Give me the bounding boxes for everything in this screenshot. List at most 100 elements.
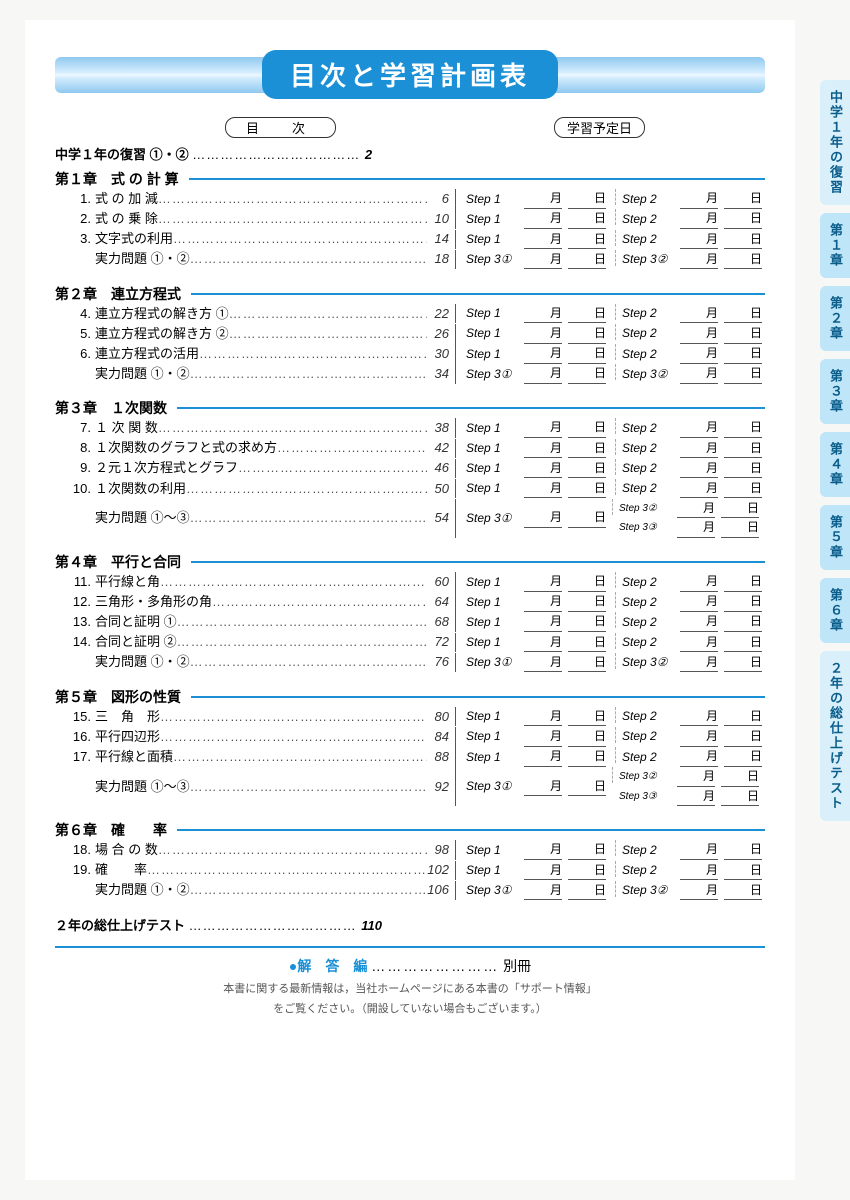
date-blank[interactable]: 月 [524,727,562,747]
date-blank[interactable]: 日 [568,418,606,438]
date-blank[interactable]: 月 [524,572,562,592]
side-tab[interactable]: 第１章 [820,213,850,278]
date-blank[interactable]: 日 [724,479,762,499]
date-blank[interactable]: 日 [724,633,762,653]
date-blank[interactable]: 月 [680,572,718,592]
date-blank[interactable]: 日 [568,209,606,229]
date-blank[interactable]: 月 [524,209,562,229]
date-blank[interactable]: 日 [568,592,606,612]
date-blank[interactable]: 月 [524,250,562,270]
date-blank[interactable]: 日 [724,324,762,344]
date-blank[interactable]: 日 [724,727,762,747]
date-blank[interactable]: 月 [680,747,718,767]
date-blank[interactable]: 月 [680,861,718,881]
date-blank[interactable]: 月 [677,767,715,787]
date-blank[interactable]: 日 [724,707,762,727]
date-blank[interactable]: 月 [680,653,718,673]
date-blank[interactable]: 日 [724,418,762,438]
side-tab[interactable]: 第３章 [820,359,850,424]
date-blank[interactable]: 日 [568,653,606,673]
date-blank[interactable]: 日 [724,344,762,364]
date-blank[interactable]: 月 [680,230,718,250]
date-blank[interactable]: 日 [721,787,759,807]
date-blank[interactable]: 月 [680,324,718,344]
date-blank[interactable]: 日 [568,459,606,479]
date-blank[interactable]: 日 [568,230,606,250]
date-blank[interactable]: 日 [724,840,762,860]
date-blank[interactable]: 日 [724,653,762,673]
date-blank[interactable]: 月 [680,840,718,860]
date-blank[interactable]: 月 [524,324,562,344]
date-blank[interactable]: 日 [568,747,606,767]
date-blank[interactable]: 日 [724,861,762,881]
date-blank[interactable]: 日 [724,572,762,592]
date-blank[interactable]: 月 [680,727,718,747]
date-blank[interactable]: 日 [568,250,606,270]
date-blank[interactable]: 月 [680,592,718,612]
date-blank[interactable]: 日 [724,612,762,632]
date-blank[interactable]: 月 [680,633,718,653]
date-blank[interactable]: 月 [524,633,562,653]
date-blank[interactable]: 日 [721,767,759,787]
date-blank[interactable]: 月 [680,189,718,209]
date-blank[interactable]: 日 [568,633,606,653]
date-blank[interactable]: 月 [680,364,718,384]
date-blank[interactable]: 月 [524,881,562,901]
date-blank[interactable]: 日 [568,304,606,324]
date-blank[interactable]: 日 [721,499,759,519]
date-blank[interactable]: 日 [568,439,606,459]
date-blank[interactable]: 月 [524,707,562,727]
date-blank[interactable]: 月 [680,418,718,438]
date-blank[interactable]: 日 [724,189,762,209]
date-blank[interactable]: 日 [724,364,762,384]
date-blank[interactable]: 月 [677,518,715,538]
date-blank[interactable]: 日 [724,459,762,479]
date-blank[interactable]: 日 [568,777,606,797]
date-blank[interactable]: 日 [568,840,606,860]
date-blank[interactable]: 月 [680,304,718,324]
date-blank[interactable]: 日 [568,344,606,364]
date-blank[interactable]: 日 [568,479,606,499]
date-blank[interactable]: 月 [524,459,562,479]
date-blank[interactable]: 日 [568,364,606,384]
date-blank[interactable]: 月 [524,439,562,459]
date-blank[interactable]: 月 [677,499,715,519]
date-blank[interactable]: 日 [568,612,606,632]
date-blank[interactable]: 日 [568,707,606,727]
date-blank[interactable]: 月 [680,344,718,364]
side-tab[interactable]: 第２章 [820,286,850,351]
date-blank[interactable]: 月 [680,479,718,499]
date-blank[interactable]: 日 [724,230,762,250]
date-blank[interactable]: 月 [680,881,718,901]
side-tab[interactable]: 第５章 [820,505,850,570]
date-blank[interactable]: 月 [680,612,718,632]
date-blank[interactable]: 日 [721,518,759,538]
date-blank[interactable]: 月 [524,653,562,673]
date-blank[interactable]: 月 [524,861,562,881]
date-blank[interactable]: 日 [568,324,606,344]
side-tab[interactable]: 第６章 [820,578,850,643]
date-blank[interactable]: 日 [724,209,762,229]
date-blank[interactable]: 月 [524,479,562,499]
date-blank[interactable]: 月 [524,418,562,438]
date-blank[interactable]: 月 [680,439,718,459]
date-blank[interactable]: 日 [568,508,606,528]
side-tab[interactable]: 中学１年の復習 [820,80,850,205]
side-tab[interactable]: ２年の総仕上げテスト [820,651,850,821]
date-blank[interactable]: 月 [680,209,718,229]
date-blank[interactable]: 日 [724,747,762,767]
date-blank[interactable]: 日 [568,881,606,901]
date-blank[interactable]: 月 [680,707,718,727]
date-blank[interactable]: 日 [724,304,762,324]
date-blank[interactable]: 月 [524,230,562,250]
date-blank[interactable]: 月 [524,189,562,209]
date-blank[interactable]: 日 [568,189,606,209]
date-blank[interactable]: 月 [680,459,718,479]
date-blank[interactable]: 日 [724,592,762,612]
date-blank[interactable]: 日 [568,572,606,592]
date-blank[interactable]: 日 [568,861,606,881]
date-blank[interactable]: 月 [677,787,715,807]
date-blank[interactable]: 月 [524,508,562,528]
date-blank[interactable]: 月 [524,364,562,384]
date-blank[interactable]: 月 [524,304,562,324]
